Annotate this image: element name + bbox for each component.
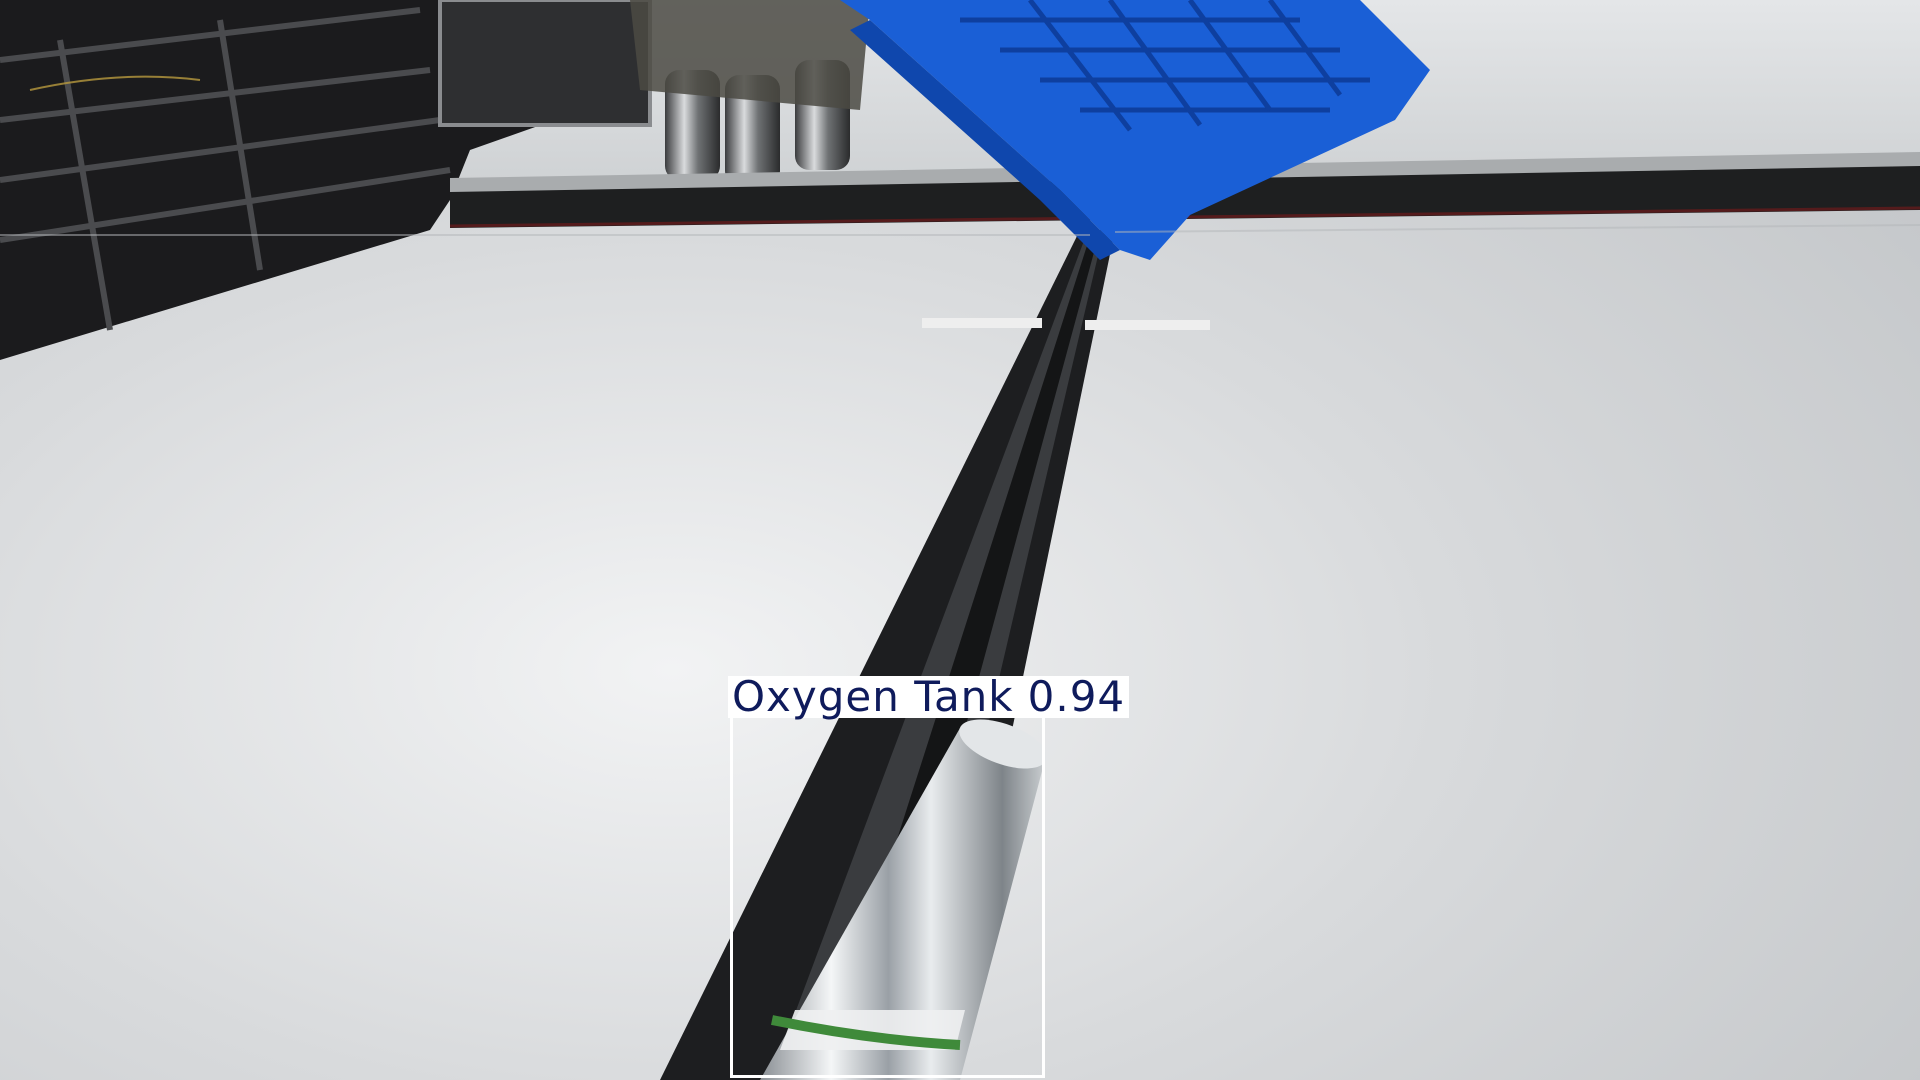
oxygen-tank (760, 719, 1047, 1080)
background-cylinders (630, 0, 870, 185)
floor-marker-left (922, 318, 1042, 328)
detection-class-label: Oxygen Tank (732, 672, 1014, 721)
detection-label: Oxygen Tank 0.94 (728, 676, 1130, 718)
floor-marker-right (1085, 320, 1210, 330)
floor-slot-rail (660, 230, 1115, 1080)
rack-shelves (0, 7, 451, 331)
machine-frame (438, 0, 652, 127)
detection-confidence: 0.94 (1027, 672, 1126, 721)
blue-pallet (840, 0, 1430, 260)
detection-bounding-box (730, 714, 1045, 1078)
